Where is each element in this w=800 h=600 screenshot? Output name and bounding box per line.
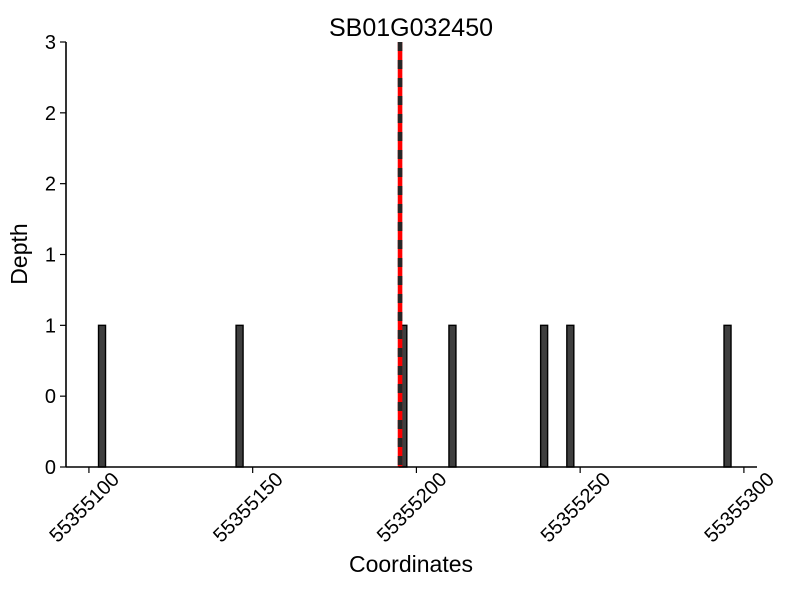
y-tick-label: 3 — [45, 32, 56, 54]
y-axis-ticks: 0 0 1 1 2 2 3 — [45, 32, 66, 479]
y-tick-label: 0 — [45, 386, 56, 408]
x-tick-label: 55355150 — [209, 469, 287, 547]
y-tick-label: 0 — [45, 457, 56, 479]
x-axis-ticks: 55355100 55355150 55355200 55355250 55355300 — [45, 467, 779, 547]
y-axis-label: Depth — [6, 223, 32, 284]
coverage-bar — [97, 324, 107, 468]
coverage-bar — [448, 324, 457, 468]
coverage-bars — [97, 324, 732, 468]
x-tick-label: 55355250 — [537, 469, 615, 547]
coverage-bar — [235, 324, 244, 468]
x-tick-label: 55355300 — [700, 469, 778, 547]
x-tick-label: 55355100 — [45, 469, 123, 547]
chart-title: SB01G032450 — [329, 14, 493, 42]
coverage-bar — [539, 324, 549, 468]
x-tick-label: 55355200 — [373, 469, 451, 547]
x-axis-label: Coordinates — [349, 551, 473, 577]
y-tick-label: 2 — [45, 174, 56, 196]
coverage-bar — [723, 324, 732, 468]
coverage-bar — [566, 324, 575, 468]
y-tick-label: 1 — [45, 315, 56, 337]
y-tick-label: 1 — [45, 245, 56, 267]
y-tick-label: 2 — [45, 103, 56, 125]
